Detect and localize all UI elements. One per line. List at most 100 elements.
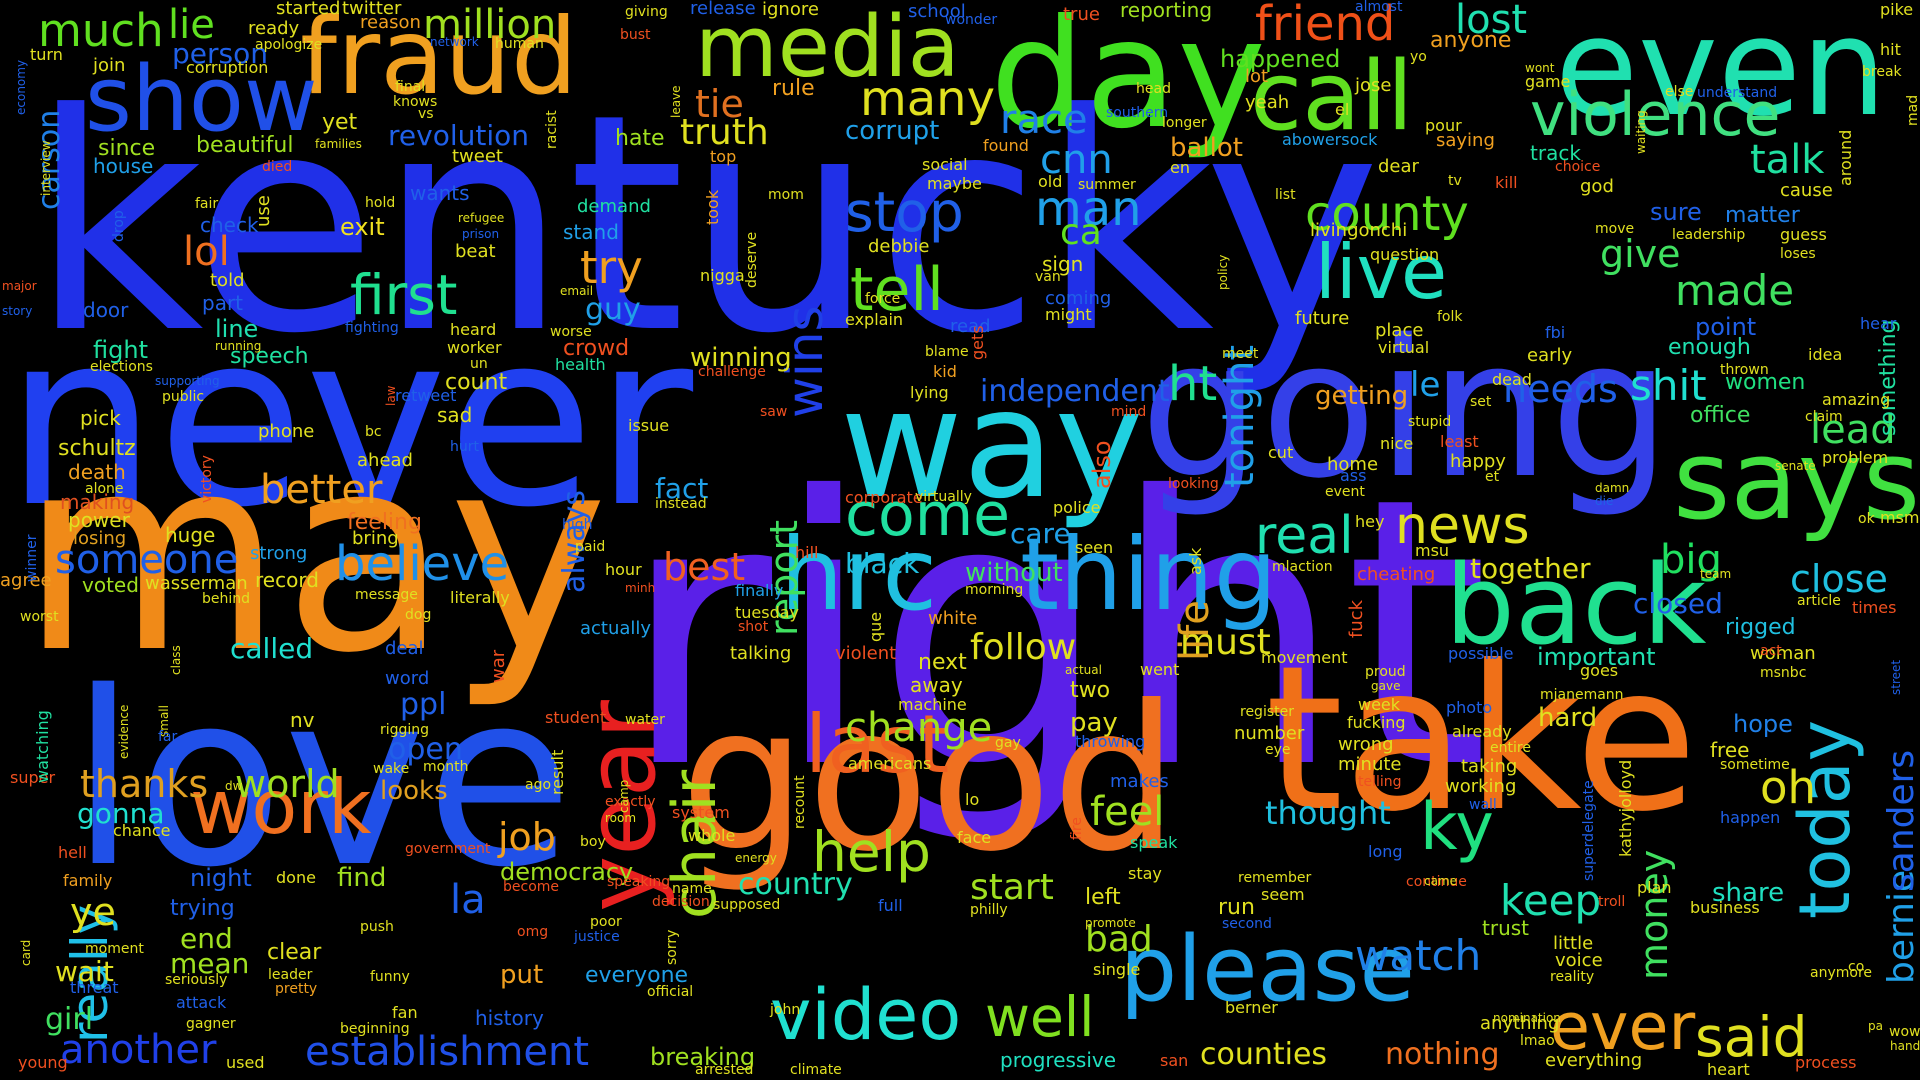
word-corruption: corruption xyxy=(186,58,269,77)
word-ht: ht xyxy=(1168,356,1218,412)
word-speech: speech xyxy=(230,344,309,369)
word-telling: telling xyxy=(1358,774,1402,790)
word-hit: hit xyxy=(1880,40,1901,59)
word-msnbc: msnbc xyxy=(1760,665,1807,681)
word-virtually: virtually xyxy=(915,489,972,505)
word-public: public xyxy=(162,389,205,405)
word-revolution: revolution xyxy=(388,119,529,152)
word-water: water xyxy=(625,712,665,728)
word-actually: actually xyxy=(580,618,652,639)
word-beginning: beginning xyxy=(340,1021,410,1037)
word-energy: energy xyxy=(735,851,777,865)
word-record: record xyxy=(255,568,319,592)
word-keep: keep xyxy=(1500,876,1602,925)
word-nothing: nothing xyxy=(1385,1037,1500,1072)
word-hell: hell xyxy=(58,843,87,862)
word-together: together xyxy=(1470,552,1591,585)
word-took: took xyxy=(703,189,722,225)
word-close: close xyxy=(1790,557,1888,601)
word-reality: reality xyxy=(1550,969,1595,985)
word-school: school xyxy=(908,1,966,22)
word-knows: knows xyxy=(393,94,438,110)
word-happy: happy xyxy=(1450,451,1506,472)
word-dw: dw xyxy=(225,779,243,793)
word-hand: hand xyxy=(1890,1039,1920,1053)
word-nomination: nomination xyxy=(1493,1011,1561,1025)
word-retweet: retweet xyxy=(395,386,457,405)
word-top: top xyxy=(710,147,737,166)
word-ask: ask xyxy=(1186,547,1205,575)
word-hear: hear xyxy=(1860,314,1897,333)
word-leadership: leadership xyxy=(1672,227,1746,243)
word-word: word xyxy=(385,668,430,689)
word-call: call xyxy=(1250,42,1414,152)
word-troll: troll xyxy=(1598,894,1626,910)
word-ever: ever xyxy=(1550,990,1696,1065)
word-wrong: wrong xyxy=(1338,734,1394,755)
word-fraud: fraud xyxy=(300,0,578,118)
word-next: next xyxy=(918,650,967,675)
word-schultz: schultz xyxy=(58,436,136,461)
word-started: started xyxy=(276,0,341,19)
word-john: john xyxy=(770,1002,801,1018)
word-game: game xyxy=(1525,72,1571,91)
word-drop: drop xyxy=(111,210,127,242)
word-coming: coming xyxy=(1045,288,1112,309)
word-le: le xyxy=(1410,365,1441,405)
word-tv: tv xyxy=(1448,173,1462,189)
word-twitter: twitter xyxy=(342,0,402,19)
word-watch: watch xyxy=(1355,931,1482,980)
word-gets: gets xyxy=(968,325,987,360)
word-far: far xyxy=(158,729,178,745)
word-decision: decision xyxy=(652,894,710,910)
word-trust: trust xyxy=(1482,916,1530,940)
word-ago: ago xyxy=(525,777,552,793)
word-counties: counties xyxy=(1200,1037,1328,1072)
word-mjanemann: mjanemann xyxy=(1540,687,1624,703)
word-instead: instead xyxy=(655,496,707,512)
word-office: office xyxy=(1690,403,1751,428)
word-gagner: gagner xyxy=(186,1016,236,1032)
word-many: many xyxy=(860,71,995,127)
word-camp: camp xyxy=(617,779,631,813)
word-americans: americans xyxy=(848,754,932,773)
word-democracy: democracy xyxy=(500,858,634,886)
word-abowersock: abowersock xyxy=(1282,130,1378,149)
word-network: network xyxy=(430,35,479,49)
word-challenge: challenge xyxy=(698,364,766,380)
word-proud: proud xyxy=(1365,664,1406,680)
word-kill: kill xyxy=(1495,173,1518,192)
word-lie: lie xyxy=(168,2,215,48)
word-policy: policy xyxy=(1216,254,1230,290)
word-voice: voice xyxy=(1555,950,1603,971)
word-idea: idea xyxy=(1808,345,1843,364)
word-class: class xyxy=(169,645,183,675)
word-threat: threat xyxy=(70,978,119,997)
word-actual: actual xyxy=(1065,663,1102,677)
word-wow: wow xyxy=(1889,1024,1920,1040)
word-old: old xyxy=(1038,172,1063,191)
word-fuck: fuck xyxy=(1346,599,1367,638)
word-speaking: speaking xyxy=(607,874,671,890)
word-violence: violence xyxy=(1530,80,1781,150)
word-history: history xyxy=(475,1006,544,1030)
word-goes: goes xyxy=(1580,661,1619,680)
word-better: better xyxy=(260,467,383,513)
word-times: times xyxy=(1852,598,1897,617)
word-fbi: fbi xyxy=(1545,323,1566,342)
word-msm: msm xyxy=(1880,508,1920,527)
word-head: head xyxy=(1136,81,1171,97)
word-good: good xyxy=(680,663,1179,896)
word-women: women xyxy=(1725,370,1806,395)
word-watching: watching xyxy=(33,710,52,783)
word-thing: thing xyxy=(1020,516,1278,633)
word-makes: makes xyxy=(1110,771,1169,792)
word-virtual: virtual xyxy=(1378,338,1430,357)
word-world: world xyxy=(235,762,340,806)
word-try: try xyxy=(580,241,643,294)
word-funny: funny xyxy=(370,969,410,985)
word-southern: southern xyxy=(1106,105,1169,121)
word-supposed: supposed xyxy=(713,897,781,913)
word-story: story xyxy=(2,304,33,318)
